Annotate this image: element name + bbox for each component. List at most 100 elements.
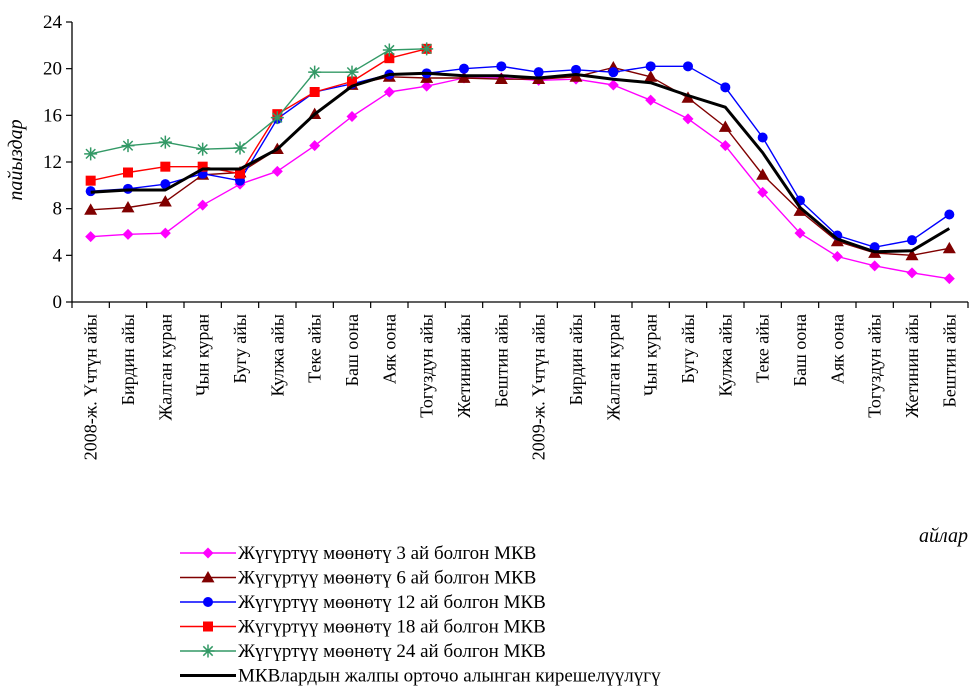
- x-tick-label: Жетинин айы: [902, 314, 922, 418]
- data-point: [196, 142, 210, 156]
- data-point: [158, 195, 172, 207]
- legend-marker: [201, 644, 215, 658]
- data-point: [905, 248, 919, 261]
- y-tick-label: 8: [53, 199, 63, 220]
- legend-label: Жүгүртүү мөөнөтү 24 ай болгон МКВ: [238, 641, 546, 662]
- y-tick-label: 12: [43, 152, 62, 173]
- y-tick-label: 0: [53, 292, 63, 313]
- x-tick-label: Кулжа айы: [715, 314, 735, 397]
- data-point: [84, 203, 98, 215]
- x-tick-label: Бирдин айы: [118, 314, 138, 405]
- data-point: [569, 70, 583, 82]
- data-point: [197, 199, 209, 211]
- x-tick-labels: 2008-ж. Үчтүн айы Бирдин айы Жалган куран Ч…: [81, 314, 960, 461]
- legend-item: Жүгүртүү мөөнөтү 12 ай болгон МКВ: [180, 592, 546, 613]
- x-tick-label: Жалган куран: [603, 314, 623, 421]
- legend-label: Жүгүртүү мөөнөтү 18 ай болгон МКВ: [238, 617, 546, 638]
- data-point: [383, 86, 395, 98]
- data-point: [160, 179, 171, 190]
- data-point: [645, 94, 657, 106]
- data-point: [122, 228, 134, 240]
- x-tick-label: Бугу айы: [678, 314, 698, 384]
- x-tick-label: Бугу айы: [230, 314, 250, 384]
- series-1: [85, 72, 955, 285]
- data-point: [944, 209, 955, 220]
- legend-marker: [202, 547, 214, 559]
- data-point: [571, 64, 581, 75]
- data-point: [794, 227, 806, 239]
- x-tick-label: Жалган куран: [155, 314, 175, 421]
- x-tick-label: Тогуздун айы: [865, 314, 885, 418]
- data-point: [496, 61, 507, 72]
- legend-label: Жүгүртүү мөөнөтү 12 ай болгон МКВ: [238, 592, 546, 613]
- legend-item: Жүгүртүү мөөнөтү 18 ай болгон МКВ: [180, 617, 546, 638]
- data-point: [384, 53, 395, 64]
- series-line: [90, 65, 950, 248]
- x-tick-label: Аяк оона: [827, 314, 847, 384]
- data-point: [121, 139, 135, 153]
- data-point: [793, 204, 807, 216]
- x-tick-label: Теке айы: [305, 314, 325, 383]
- data-point: [233, 141, 247, 155]
- data-point: [85, 175, 96, 186]
- data-point: [382, 43, 396, 57]
- data-point: [459, 63, 469, 74]
- legend-item: Жүгүртүү мөөнөтү 3 ай болгон МКВ: [180, 543, 536, 564]
- data-point: [720, 82, 731, 93]
- data-point: [757, 186, 769, 198]
- legend-item: Жүгүртүү мөөнөтү 24 ай болгон МКВ: [180, 641, 546, 662]
- data-point: [420, 42, 434, 56]
- series-lines: [84, 42, 956, 285]
- data-point: [271, 165, 283, 177]
- data-point: [84, 147, 98, 161]
- series-4: [85, 43, 432, 186]
- legend-label: Жүгүртүү мөөнөтү 3 ай болгон МКВ: [238, 543, 536, 564]
- data-point: [644, 70, 658, 82]
- series-line: [90, 48, 427, 182]
- data-point: [869, 260, 881, 272]
- data-point: [235, 168, 245, 179]
- y-axis-title: пайыздар: [5, 119, 27, 200]
- x-tick-label: 2009-ж. Үчтүн айы: [529, 314, 549, 460]
- data-point: [121, 201, 135, 213]
- legend: Жүгүртүү мөөнөтү 3 ай болгон МКВ Жүгүртүү…: [180, 543, 661, 687]
- data-point: [270, 111, 284, 125]
- data-point: [533, 67, 544, 78]
- data-point: [683, 61, 693, 72]
- y-tick-label: 16: [43, 105, 62, 126]
- data-point: [494, 72, 508, 85]
- x-tick-label: Бештин айы: [491, 314, 511, 408]
- data-point: [158, 135, 172, 149]
- x-axis-title: айлар: [919, 525, 968, 547]
- series-line: [90, 48, 427, 155]
- data-point: [159, 227, 171, 239]
- x-tick-label: Тогуздун айы: [417, 314, 437, 418]
- y-tick-label: 4: [53, 245, 63, 266]
- data-point: [906, 267, 918, 279]
- series-3: [85, 61, 955, 253]
- data-point: [719, 140, 731, 152]
- axes: 0 4 8 12 16 20 24: [43, 12, 969, 313]
- data-point: [345, 65, 359, 79]
- x-tick-label: Баш оона: [342, 314, 362, 386]
- data-point: [718, 120, 732, 132]
- legend-item: МКВлардын жалпы орточо алынган кирешелүү…: [180, 666, 661, 687]
- x-tick-label: Жетинин айы: [454, 314, 474, 418]
- data-point: [608, 67, 619, 78]
- series-5: [84, 42, 434, 161]
- data-point: [942, 241, 956, 254]
- x-tick-label: Аяк оона: [379, 314, 399, 384]
- data-point: [757, 132, 768, 143]
- legend-item: Жүгүртүү мөөнөтү 6 ай болгон МКВ: [180, 568, 536, 589]
- series-line: [90, 77, 950, 280]
- series-line: [90, 66, 950, 257]
- data-point: [756, 168, 770, 180]
- data-point: [160, 161, 171, 172]
- legend-marker: [203, 597, 213, 607]
- legend-label: Жүгүртүү мөөнөтү 6 ай болгон МКВ: [238, 568, 536, 589]
- data-point: [346, 111, 358, 122]
- data-point: [309, 87, 320, 97]
- data-point: [831, 251, 843, 262]
